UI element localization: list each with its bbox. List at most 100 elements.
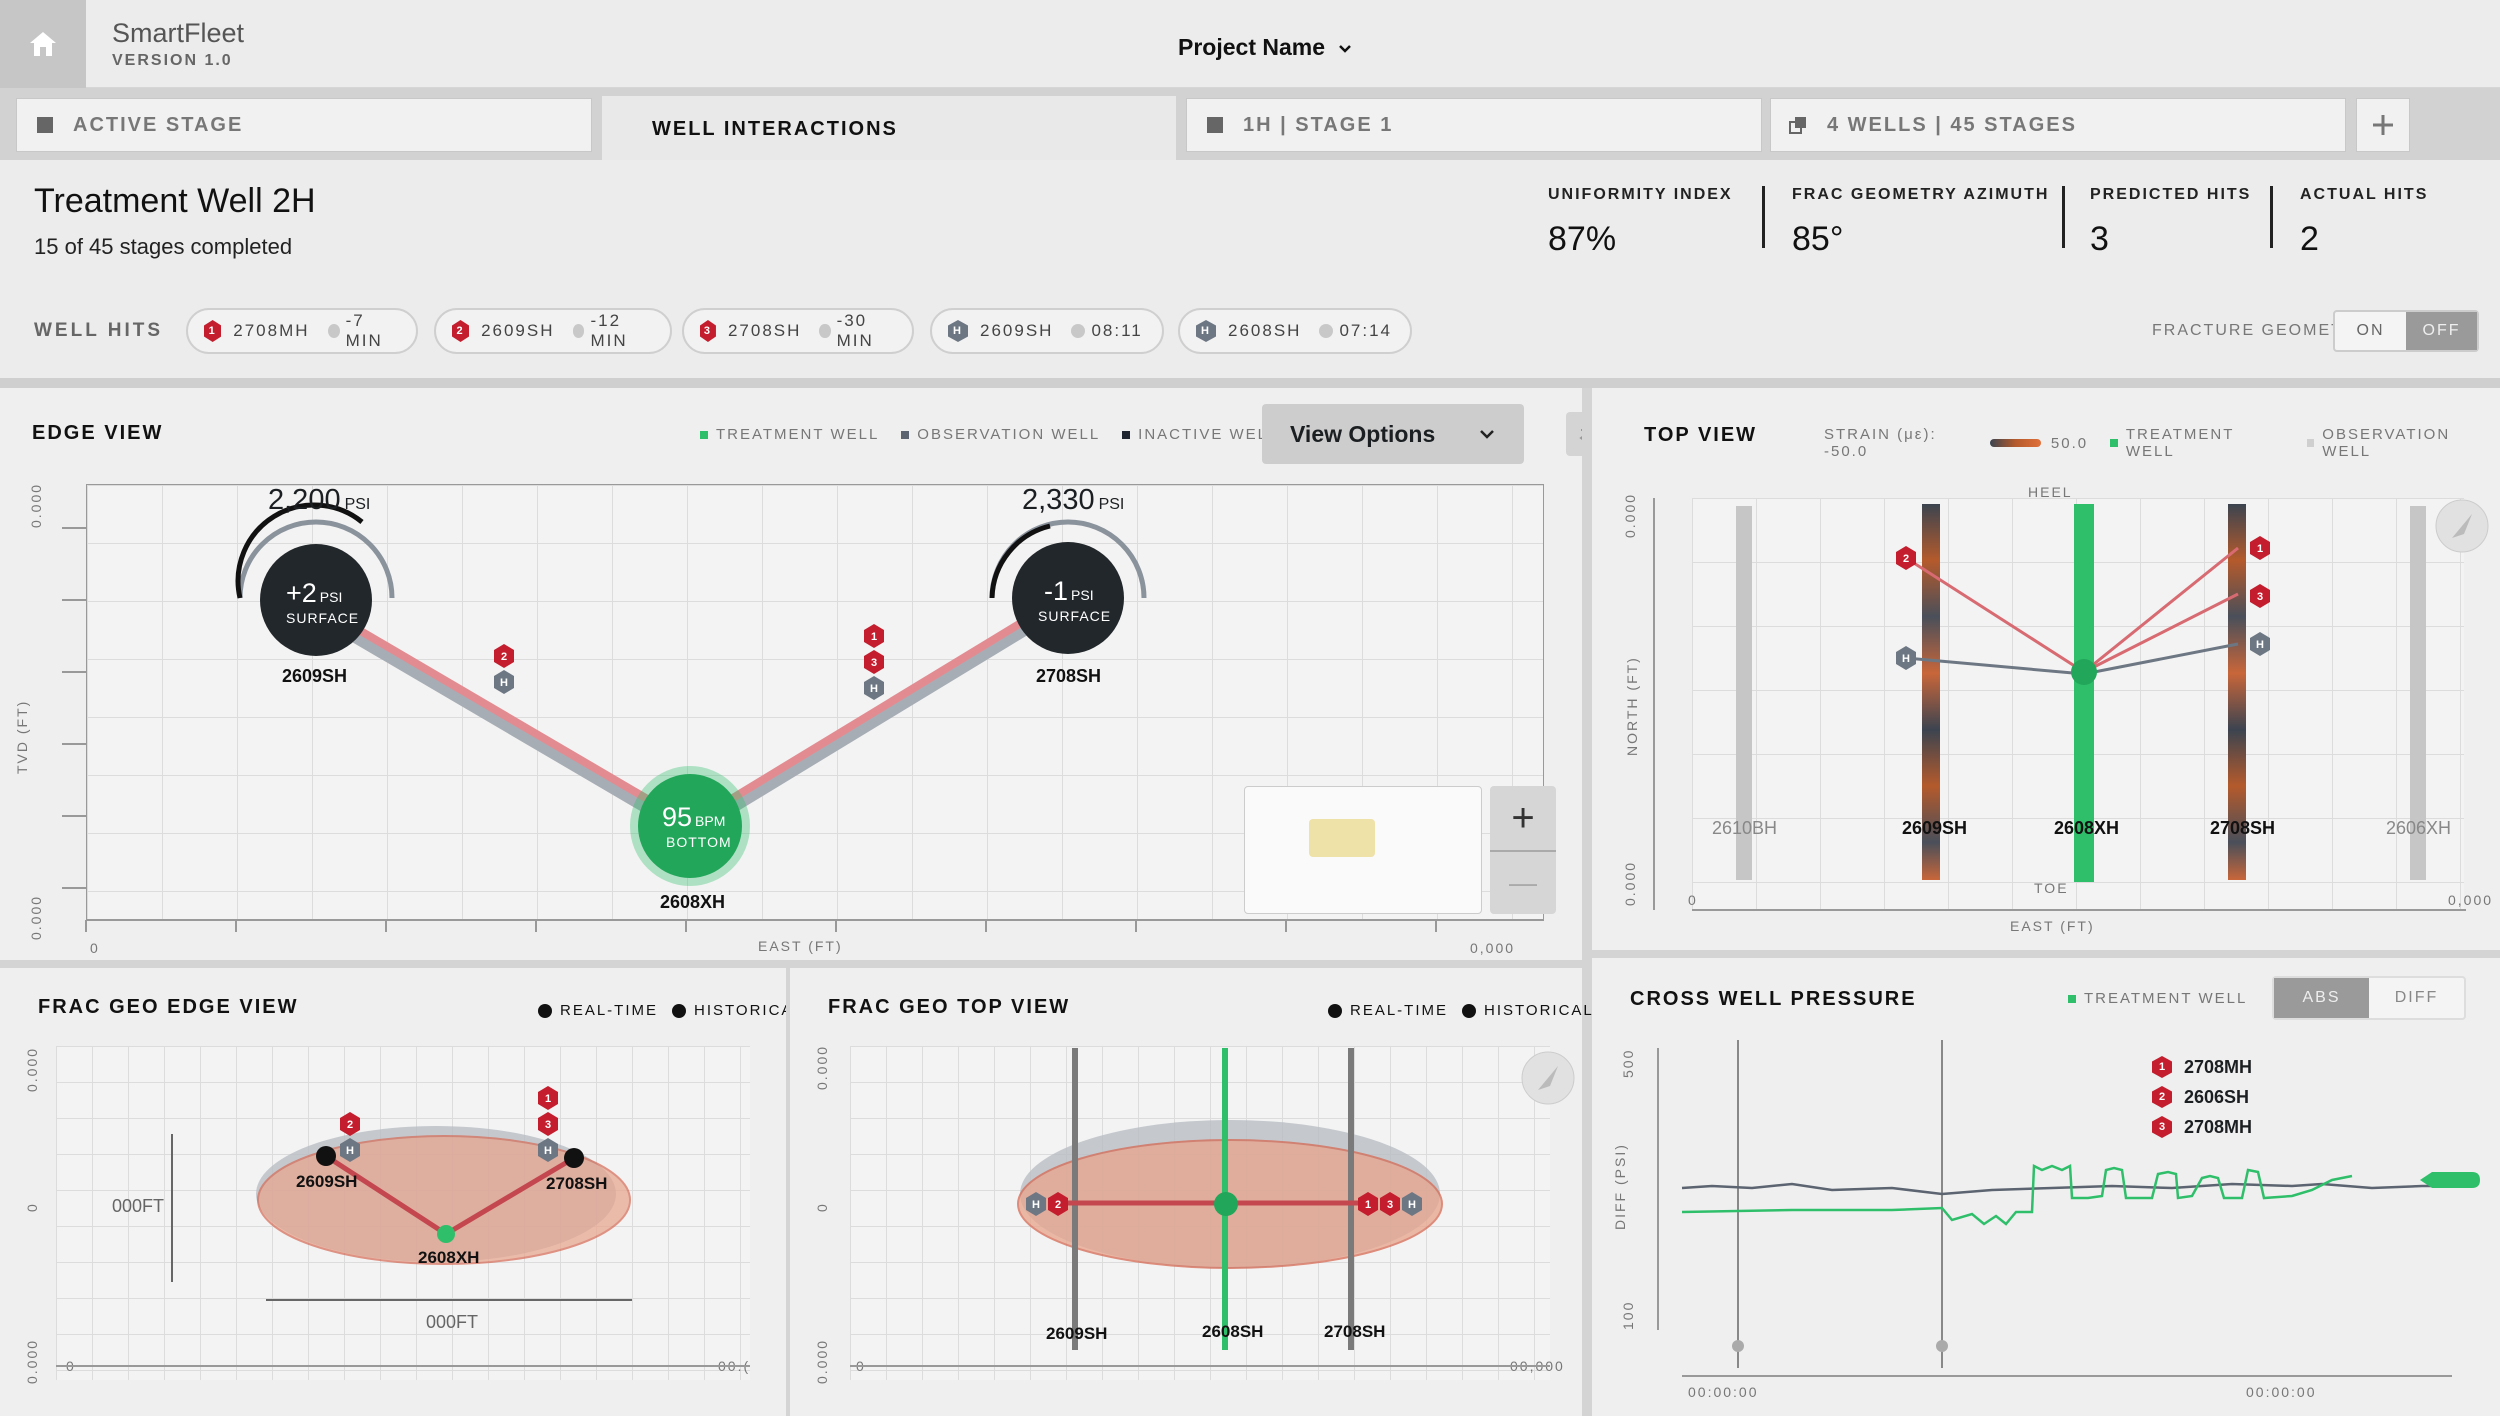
svg-text:2: 2 <box>347 1119 353 1131</box>
realtime-dot-icon <box>1328 1003 1342 1018</box>
scrub-handle[interactable] <box>2420 1172 2480 1188</box>
chip-time: -12 MIN <box>590 311 628 350</box>
compass-icon[interactable] <box>2435 499 2489 553</box>
well-hit-chip[interactable]: 1 2708MH -7 MIN <box>186 308 418 354</box>
svg-text:H: H <box>500 677 508 689</box>
abs-button[interactable]: ABS <box>2274 978 2369 1018</box>
stat-actual-hits: ACTUAL HITS 2 <box>2300 186 2428 259</box>
height-label: 000FT <box>112 1196 165 1216</box>
layers-icon <box>1789 117 1806 134</box>
edge-view-legend: TREATMENT WELL OBSERVATION WELL INACTIVE… <box>678 426 1278 443</box>
well-hit-chip[interactable]: H 2609SH 08:11 <box>930 308 1164 354</box>
left-gauge-sub: SURFACE <box>286 610 360 626</box>
chip-well: 2609SH <box>481 321 555 340</box>
right-pressure-gauge[interactable] <box>989 519 1147 654</box>
legend-item: OBSERVATION WELL <box>917 426 1101 443</box>
svg-text:1: 1 <box>545 1093 551 1105</box>
chip-well: 2708SH <box>727 321 802 340</box>
stat-azimuth: FRAC GEOMETRY AZIMUTH 85° <box>1792 186 2049 259</box>
toggle-off[interactable]: OFF <box>2406 312 2477 350</box>
observation-pressure-line <box>1681 1182 2462 1196</box>
treatment-well-2608XH[interactable] <box>2074 504 2094 882</box>
inactive-well-2606XH[interactable] <box>2410 506 2426 880</box>
project-selector[interactable]: Project Name <box>1178 34 1353 61</box>
well-hit-chip[interactable]: 3 2708SH -30 MIN <box>682 308 914 354</box>
divider <box>2062 186 2065 248</box>
delta-unit: PSI <box>1071 587 1094 603</box>
hit-badge-icon: 1 <box>204 320 222 342</box>
realtime-fracture[interactable] <box>257 1135 631 1265</box>
treatment-point[interactable] <box>2071 659 2097 685</box>
strain-label: STRAIN (με): -50.0 <box>1824 426 1937 460</box>
toggle-on[interactable]: ON <box>2356 322 2385 339</box>
delta-unit: PSI <box>319 589 343 605</box>
treatment-pressure-line <box>1681 1164 2353 1226</box>
svg-text:1: 1 <box>2257 543 2263 555</box>
pressure-value: 2,200 <box>268 484 341 516</box>
svg-text:3: 3 <box>871 657 877 669</box>
add-tab-button[interactable] <box>2356 98 2410 152</box>
zoom-out-button[interactable]: — <box>1490 850 1556 914</box>
top-view-title: TOP VIEW <box>1644 424 1758 446</box>
edge-hit-markers: 2 H 1 3 H <box>494 624 884 700</box>
treatment-dot-icon <box>700 430 708 439</box>
hit-well: 2708MH <box>2184 1056 2253 1077</box>
home-button[interactable] <box>0 0 86 88</box>
view-options-dropdown[interactable]: View Options <box>1262 404 1524 464</box>
chip-well: 2708MH <box>233 321 310 340</box>
bottom-gauge-rate: 95 BPM <box>662 802 725 833</box>
frac-edge-hit-markers: 2 H 1 3 H <box>340 1086 558 1162</box>
app-header <box>0 0 2500 88</box>
divider <box>1762 186 1765 248</box>
well-label: 2609SH <box>1902 818 1968 838</box>
top-axis-ticks <box>1653 498 2466 911</box>
hit-badge-icon: 2 <box>452 320 470 342</box>
well-label: 2708SH <box>2210 818 2276 838</box>
minimap[interactable] <box>1244 786 1482 914</box>
view-options-label: View Options <box>1290 420 1436 447</box>
toe-label: TOE <box>2034 880 2069 896</box>
heel-label: HEEL <box>2028 484 2073 500</box>
svg-text:2: 2 <box>1055 1199 1061 1211</box>
cross-well-hit-list: 1 2708MH 2 2606SH 3 2708MH <box>2152 1056 2252 1138</box>
section-divider <box>1592 950 2500 958</box>
well-label: 2609SH <box>1046 1324 1108 1343</box>
app-version: VERSION 1.0 <box>112 52 233 69</box>
svg-text:3: 3 <box>2257 591 2263 603</box>
well-hit-chip[interactable]: 2 2609SH -12 MIN <box>434 308 672 354</box>
stat-value: 87% <box>1548 220 1617 258</box>
section-divider <box>0 960 1582 968</box>
project-name: Project Name <box>1178 34 1326 60</box>
stat-value: 3 <box>2090 220 2109 258</box>
tab-label: WELL INTERACTIONS <box>652 117 898 140</box>
svg-text:3: 3 <box>1387 1199 1393 1211</box>
inactive-well-2610BH[interactable] <box>1736 506 1752 880</box>
panel-divider <box>1582 388 1592 1416</box>
legend-item: HISTORICAL <box>1484 1002 1594 1019</box>
svg-text:H: H <box>346 1145 354 1157</box>
chevron-down-icon <box>1480 430 1494 439</box>
left-pressure-gauge[interactable] <box>235 502 395 656</box>
app-name: SmartFleet <box>112 18 245 48</box>
abs-diff-toggle[interactable]: ABS DIFF <box>2272 976 2466 1020</box>
clock-icon <box>1319 324 1334 338</box>
fracture-geometry-toggle[interactable]: ON OFF <box>2333 310 2479 352</box>
tab-wells-stages[interactable]: 4 WELLS | 45 STAGES <box>1770 98 2346 152</box>
chip-time: -7 MIN <box>345 311 383 350</box>
zoom-in-button[interactable]: + <box>1511 795 1535 840</box>
right-gauge-pressure: 2,330 PSI <box>1022 484 1124 517</box>
stat-value: 85° <box>1792 220 1844 258</box>
delta-value: -1 <box>1044 576 1069 606</box>
chip-well: 2609SH <box>980 321 1054 340</box>
top-hit-lines <box>1905 546 2239 676</box>
well-hit-chip[interactable]: H 2608SH 07:14 <box>1178 308 1412 354</box>
diff-button[interactable]: DIFF <box>2394 989 2439 1006</box>
tab-stage[interactable]: 1H | STAGE 1 <box>1186 98 1762 152</box>
tab-active-stage[interactable]: ACTIVE STAGE <box>16 98 592 152</box>
bottom-rate-gauge[interactable] <box>630 766 750 886</box>
minimap-viewport[interactable] <box>1309 819 1375 857</box>
observation-well-2609SH[interactable] <box>1922 504 1940 880</box>
stage-progress: 15 of 45 stages completed <box>34 234 293 259</box>
compass-icon[interactable] <box>1521 1051 1575 1105</box>
tab-well-interactions[interactable]: WELL INTERACTIONS <box>602 96 1176 162</box>
